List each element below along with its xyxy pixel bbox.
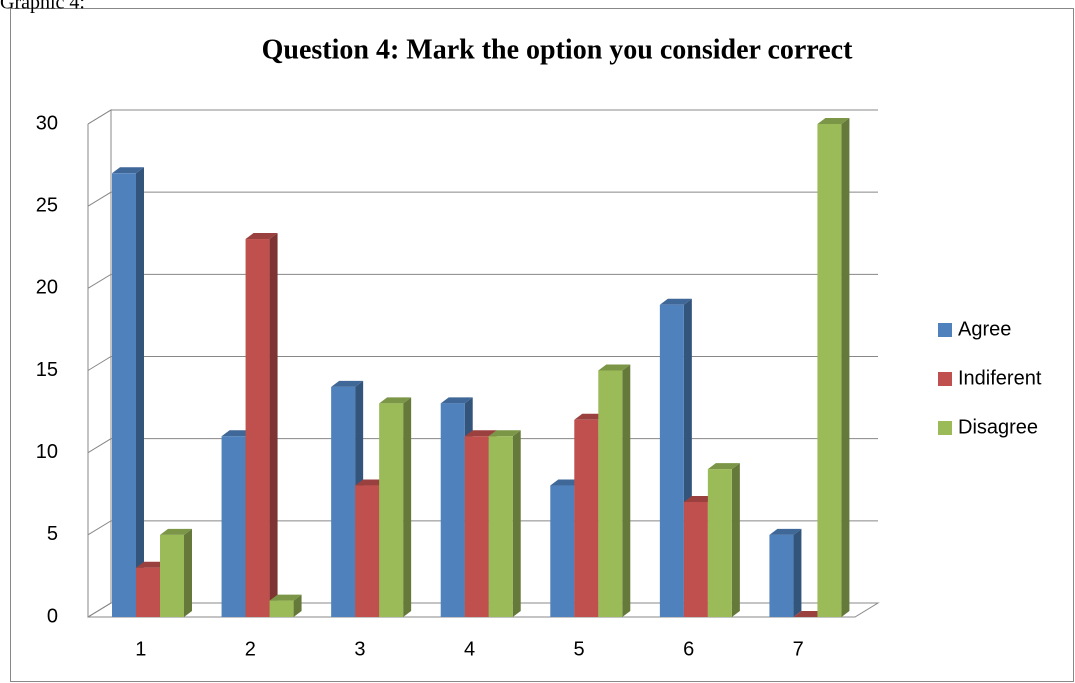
bar-front	[136, 567, 160, 617]
y-tick-label: 20	[36, 277, 58, 299]
y-tick-label: 0	[47, 605, 58, 627]
bar	[707, 463, 740, 617]
grid-line	[87, 109, 878, 125]
bar	[379, 397, 412, 617]
bar-front	[574, 419, 599, 617]
bar	[112, 167, 144, 618]
bar	[598, 364, 631, 617]
bar-front	[221, 436, 246, 617]
bar-front	[160, 534, 184, 617]
legend-swatch	[938, 372, 952, 386]
bar-top	[659, 298, 692, 305]
bar-top	[769, 528, 802, 535]
bar-top	[112, 167, 144, 174]
bar	[659, 298, 692, 617]
y-tick-label: 25	[36, 194, 58, 216]
bar-side	[184, 528, 192, 617]
bar	[331, 380, 364, 617]
x-tick-label: 2	[245, 638, 256, 660]
bar-side	[512, 430, 521, 617]
legend-label: Disagree	[958, 416, 1038, 438]
bar-front	[550, 485, 575, 617]
bar-side	[622, 364, 631, 617]
bar-top	[707, 463, 740, 470]
bar-front	[659, 304, 684, 617]
bar-front	[379, 403, 404, 617]
bar-top	[817, 118, 850, 124]
bar-top	[160, 528, 192, 535]
bar-top	[245, 233, 278, 240]
bar-top	[269, 594, 302, 601]
y-tick-label: 5	[47, 523, 58, 545]
bar	[160, 528, 192, 617]
grid-line	[87, 273, 878, 289]
bar-top	[440, 397, 473, 404]
bar-front	[769, 534, 794, 617]
bar	[488, 430, 521, 617]
bar-top	[464, 430, 497, 437]
legend-swatch	[938, 421, 952, 435]
x-tick-label: 1	[135, 638, 146, 660]
y-tick-label: 30	[36, 112, 58, 134]
bar-front	[488, 436, 513, 617]
bar	[769, 528, 802, 617]
chart-title: Question 4: Mark the option you consider…	[262, 34, 853, 65]
y-tick-label: 10	[36, 441, 58, 463]
bar-front	[269, 600, 294, 617]
bar-front	[355, 485, 380, 617]
legend-label: Agree	[958, 318, 1011, 340]
bar-front	[817, 124, 842, 617]
bar-front	[245, 239, 270, 618]
grid-line	[87, 356, 878, 371]
bar-side	[293, 594, 302, 617]
bar-front	[331, 386, 356, 617]
bar-side	[269, 233, 278, 618]
bar-front	[440, 403, 465, 617]
bar-top	[598, 364, 631, 371]
bar-front	[112, 173, 136, 618]
bar-front	[598, 370, 623, 617]
grid-line	[87, 191, 878, 207]
x-tick-label: 3	[354, 638, 365, 660]
legend-label: Indiferent	[958, 367, 1042, 389]
legend-swatch	[938, 323, 952, 337]
bar-top	[379, 397, 412, 404]
x-tick-label: 6	[683, 638, 694, 660]
y-tick-label: 15	[36, 359, 58, 381]
x-tick-label: 7	[793, 638, 804, 660]
bar-side	[403, 397, 412, 617]
x-tick-label: 4	[464, 638, 475, 660]
bar-top	[331, 380, 364, 387]
bar-front	[683, 501, 708, 617]
bar-front	[707, 469, 732, 617]
x-tick-label: 5	[574, 638, 585, 660]
caption: Graphic 4:	[0, 0, 85, 14]
bar-side	[841, 118, 850, 617]
bar-side	[136, 167, 144, 618]
bar-side	[731, 463, 740, 617]
bar	[245, 233, 278, 618]
bar-top	[488, 430, 521, 437]
bar	[269, 594, 302, 617]
bar-side	[793, 528, 802, 617]
bar	[817, 118, 850, 617]
bar-front	[464, 436, 489, 617]
